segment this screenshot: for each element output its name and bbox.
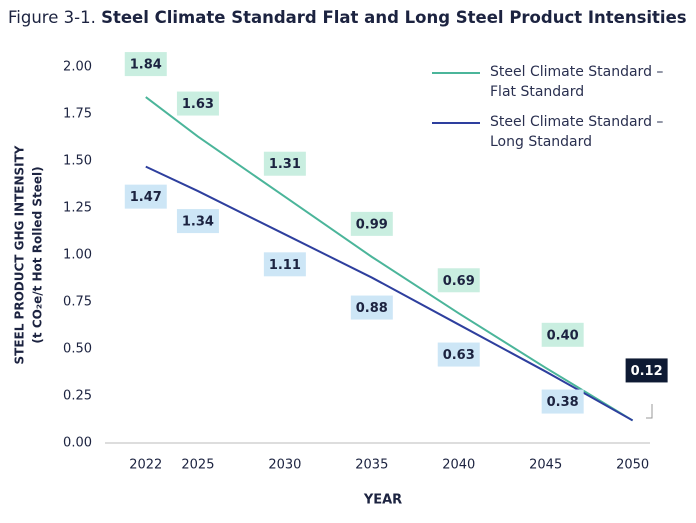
y-tick-label: 1.25 — [63, 201, 92, 216]
callout-bracket — [646, 404, 653, 419]
label-box — [350, 211, 393, 236]
legend-swatch — [432, 72, 480, 74]
data-label: 1.11 — [269, 258, 301, 273]
y-axis-label: STEEL PRODUCT GHG INTENSITY — [13, 145, 27, 364]
data-label: 0.63 — [443, 348, 475, 363]
y-tick-label: 0.75 — [63, 295, 92, 310]
data-label: 1.31 — [269, 157, 301, 172]
label-box — [263, 151, 306, 176]
legend-swatch — [432, 122, 480, 124]
series-line — [145, 165, 634, 422]
x-tick-label: 2022 — [129, 458, 162, 473]
data-label: 0.88 — [356, 301, 388, 316]
label-box — [625, 358, 668, 383]
chart-title: Figure 3-1. Steel Climate Standard Flat … — [8, 8, 687, 27]
data-label: 0.69 — [443, 274, 475, 289]
label-box — [176, 91, 219, 116]
x-tick-label: 2045 — [529, 458, 562, 473]
x-tick-label: 2040 — [442, 458, 475, 473]
data-label: 0.12 — [631, 364, 663, 379]
y-tick-label: 0.50 — [63, 342, 92, 357]
y-tick-label: 2.00 — [63, 60, 92, 75]
label-box — [263, 252, 306, 277]
title-text: Steel Climate Standard Flat and Long Ste… — [101, 8, 687, 27]
legend-label: Steel Climate Standard – Long Standard — [490, 114, 664, 150]
label-box — [437, 268, 480, 293]
data-label: 0.99 — [356, 217, 388, 232]
data-label: 0.38 — [547, 395, 579, 410]
label-box — [437, 342, 480, 367]
y-tick-label: 1.75 — [63, 107, 92, 122]
y-tick-label: 0.25 — [63, 389, 92, 404]
x-tick-label: 2035 — [355, 458, 388, 473]
data-label: 1.34 — [182, 215, 214, 230]
x-axis-label: YEAR — [363, 493, 402, 508]
y-axis-label: (t CO₂e/t Hot Rolled Steel) — [31, 166, 45, 343]
label-box — [541, 389, 584, 414]
x-tick-label: 2025 — [181, 458, 214, 473]
label-box — [124, 52, 167, 77]
y-tick-label: 0.00 — [63, 436, 92, 451]
label-box — [124, 184, 167, 209]
y-tick-label: 1.00 — [63, 248, 92, 263]
figure-label: Figure 3-1. — [8, 8, 96, 27]
legend-label: Steel Climate Standard – Flat Standard — [490, 64, 664, 100]
x-tick-label: 2050 — [616, 458, 649, 473]
x-tick-label: 2030 — [268, 458, 301, 473]
series-line — [145, 96, 634, 422]
label-box — [350, 295, 393, 320]
data-label: 1.47 — [130, 190, 162, 205]
data-label: 1.63 — [182, 97, 214, 112]
data-label: 0.40 — [547, 328, 579, 343]
label-box — [541, 322, 584, 347]
label-box — [176, 209, 219, 234]
y-tick-label: 1.50 — [63, 154, 92, 169]
data-label: 1.84 — [130, 58, 162, 73]
